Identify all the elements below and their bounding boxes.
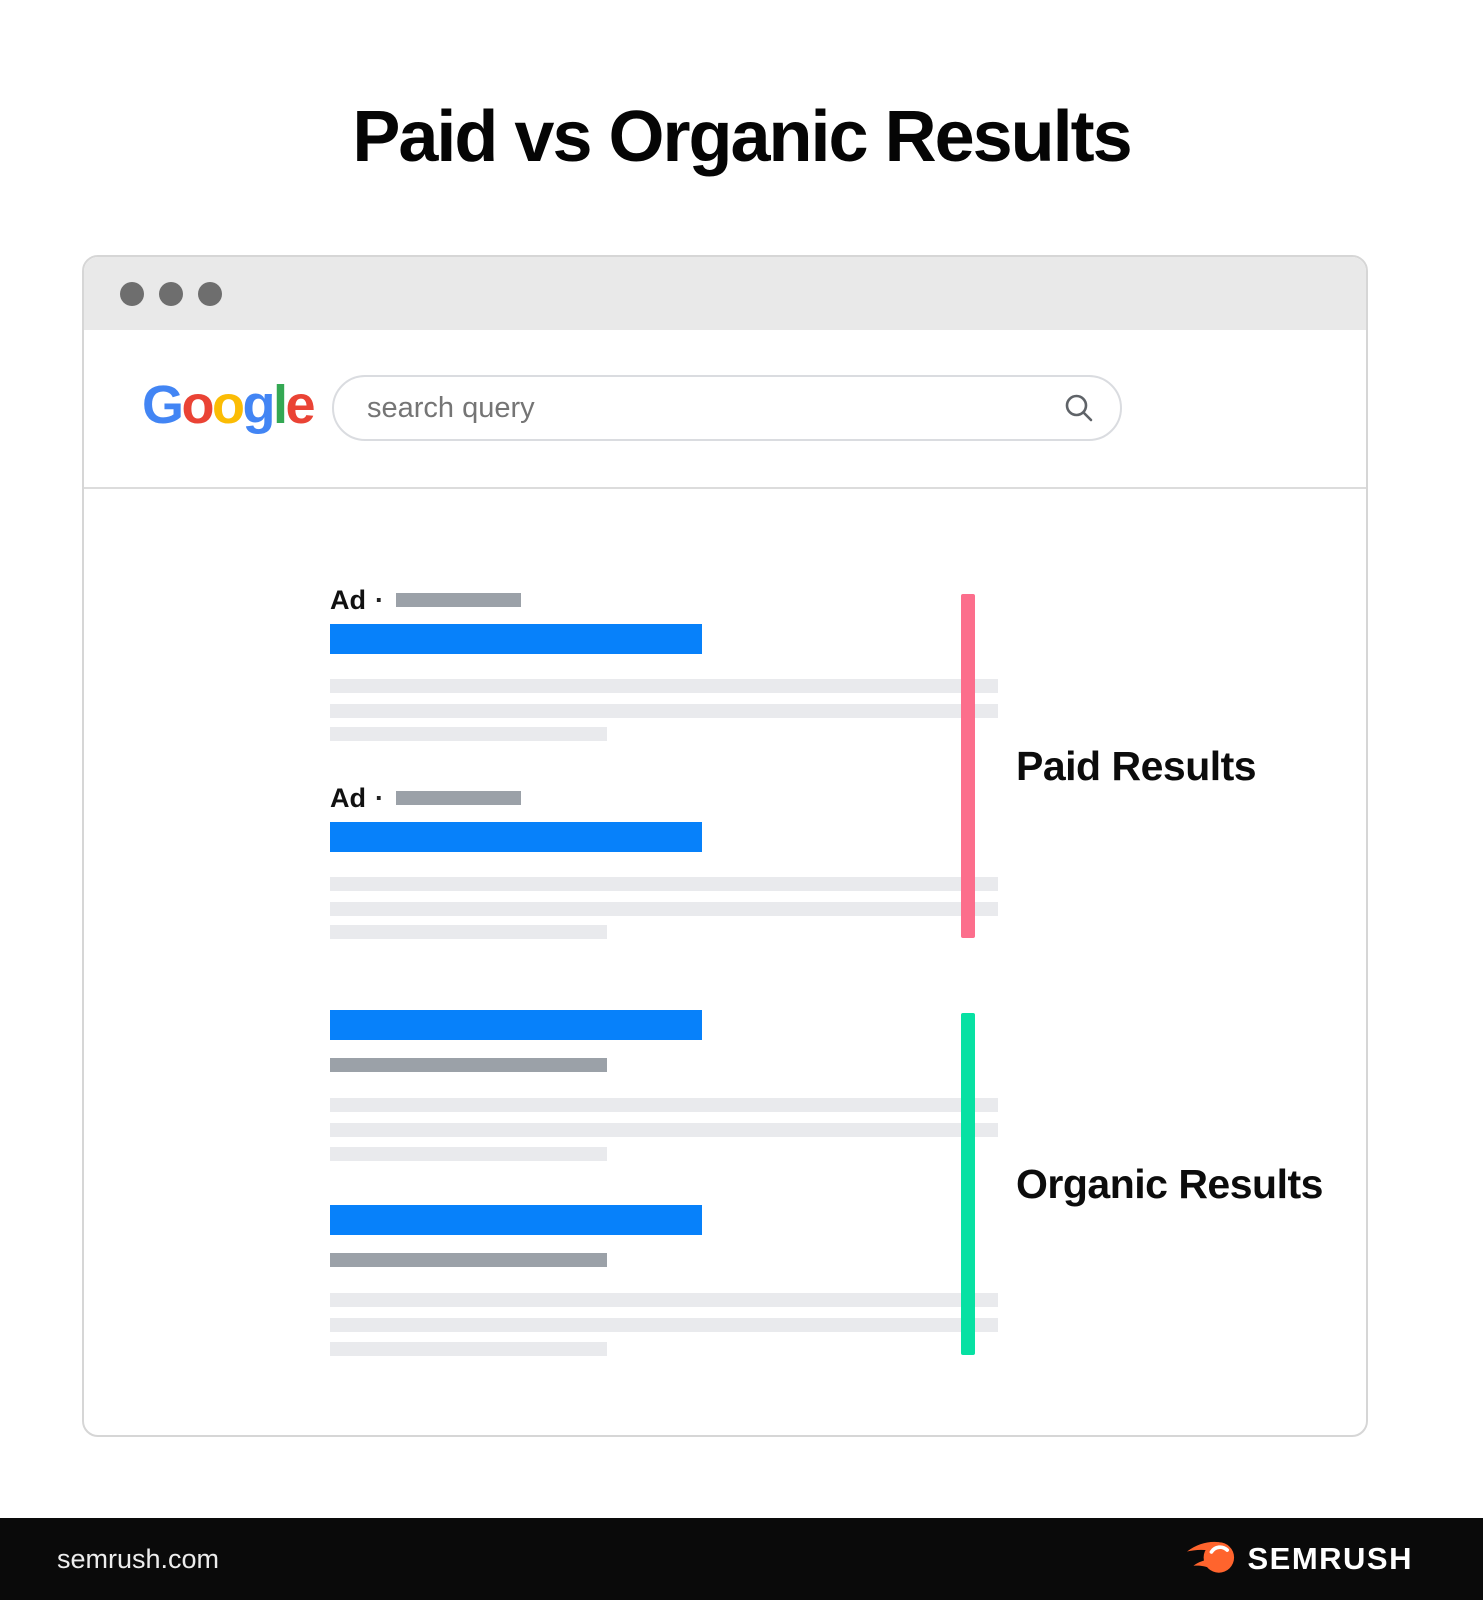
ad-header: Ad ·: [330, 782, 521, 813]
result-snippet-line: [330, 902, 998, 916]
result-title-placeholder[interactable]: [330, 822, 702, 852]
google-logo-letter: l: [273, 375, 288, 435]
ad-separator: ·: [375, 782, 384, 813]
result-snippet-line: [330, 1318, 998, 1332]
window-control-dot[interactable]: [159, 281, 183, 306]
search-results-area: Ad · Ad ·: [84, 489, 1366, 1435]
result-url-placeholder: [330, 1253, 607, 1267]
result-snippet-line: [330, 1293, 998, 1307]
semrush-brand-text: SEMRUSH: [1247, 1541, 1413, 1576]
semrush-logo: SEMRUSH: [1187, 1539, 1413, 1580]
result-snippet-line: [330, 877, 998, 891]
search-input[interactable]: [334, 377, 1120, 439]
organic-results-bracket: [961, 1013, 975, 1355]
window-control-dot[interactable]: [198, 281, 222, 306]
result-snippet-line: [330, 1342, 607, 1356]
result-snippet-line: [330, 1123, 998, 1137]
organic-results-label: Organic Results: [1016, 1161, 1323, 1207]
google-logo-letter: G: [142, 375, 184, 435]
result-snippet-line: [330, 727, 607, 741]
browser-window: Google Ad ·: [82, 255, 1368, 1437]
search-bar[interactable]: [332, 375, 1122, 441]
ad-header: Ad ·: [330, 584, 521, 615]
ad-badge: Ad: [330, 782, 366, 813]
footer-site: semrush.com: [57, 1543, 220, 1574]
google-logo-letter: e: [285, 375, 316, 435]
ad-source-placeholder: [396, 593, 521, 607]
footer: semrush.com SEMRUSH: [0, 1518, 1483, 1600]
result-snippet-line: [330, 679, 998, 693]
result-title-placeholder[interactable]: [330, 1010, 702, 1040]
result-snippet-line: [330, 704, 998, 718]
browser-titlebar: [84, 257, 1366, 330]
result-title-placeholder[interactable]: [330, 1205, 702, 1235]
google-logo: Google: [142, 375, 316, 435]
paid-results-bracket: [961, 594, 975, 938]
google-logo-letter: o: [181, 375, 215, 435]
page-title: Paid vs Organic Results: [352, 97, 1132, 177]
ad-separator: ·: [375, 584, 384, 615]
ad-source-placeholder: [396, 791, 521, 805]
result-url-placeholder: [330, 1058, 607, 1072]
ad-badge: Ad: [330, 584, 366, 615]
result-snippet-line: [330, 1147, 607, 1161]
window-control-dot[interactable]: [120, 281, 144, 306]
semrush-flame-icon: [1187, 1539, 1235, 1580]
search-header: Google: [84, 330, 1366, 489]
result-snippet-line: [330, 1098, 998, 1112]
result-snippet-line: [330, 925, 607, 939]
paid-results-label: Paid Results: [1016, 743, 1257, 789]
google-logo-letter: o: [212, 375, 245, 435]
search-icon[interactable]: [1062, 391, 1096, 425]
google-logo-letter: g: [242, 375, 276, 435]
result-title-placeholder[interactable]: [330, 624, 702, 654]
